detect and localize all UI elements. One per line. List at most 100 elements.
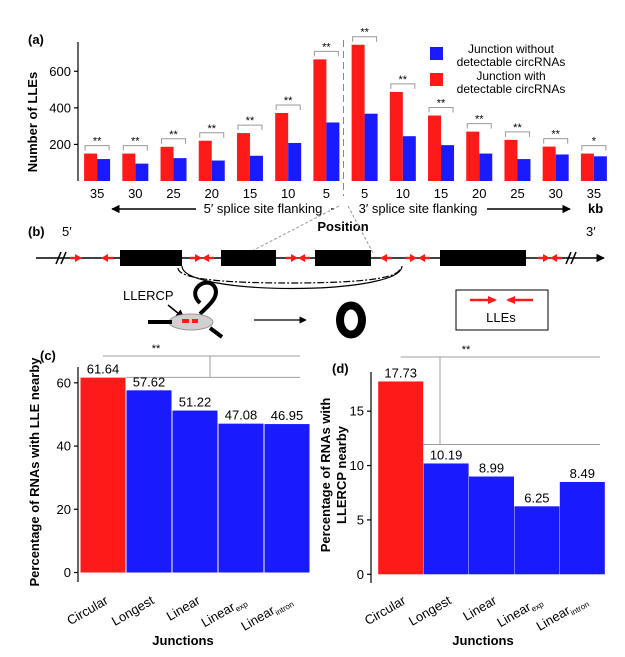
panel-d-y-axis: 0 5 10 15 <box>350 372 372 583</box>
bar-with-circrna <box>428 115 442 181</box>
panel-a-tag: (a) <box>28 32 44 47</box>
lle-arrowhead-reverse <box>202 254 209 262</box>
significance-bracket <box>84 145 110 151</box>
panel-c-tag: (c) <box>40 348 56 363</box>
panel-a-x-tick-label: 30 <box>548 186 562 201</box>
panel-c-y-axis: 0 20 40 60 <box>57 367 79 582</box>
panel-d-y-axis-label-line1: Percentage of RNAs with <box>318 398 333 553</box>
c-bar <box>264 424 310 573</box>
c-bar-value-label: 46.95 <box>271 408 304 423</box>
panel-c-x-axis-label: Junctions <box>152 633 213 648</box>
llercp-label: LLERCP <box>123 288 174 303</box>
d-bar <box>559 481 605 575</box>
hairpin-loop-icon <box>193 280 218 316</box>
c-y-tick-label: 60 <box>57 375 71 390</box>
significance-mark: ** <box>437 98 446 110</box>
panel-a-x-tick-label: 15 <box>434 186 448 201</box>
bar-with-circrna <box>504 139 518 181</box>
lle-key-arrowhead-left <box>506 296 515 304</box>
significance-mark: ** <box>475 114 484 126</box>
backbone-break-right <box>565 251 577 265</box>
d-bar <box>378 381 424 575</box>
panel-a-unit-label: kb <box>588 201 603 216</box>
lle-arrowhead-reverse <box>380 254 387 262</box>
panel-d-bars: 17.73 10.19 8.99 6.25 8.49 <box>378 365 605 575</box>
significance-mark: ** <box>284 95 293 107</box>
c-bar <box>126 390 172 573</box>
panel-a-x-tick-label: 5 <box>361 186 368 201</box>
c-sig-mark: ** <box>152 343 161 355</box>
d-bar-value-label: 8.99 <box>479 461 504 476</box>
panel-b-diagram: (b) 5′ 3′ LLERCP <box>28 205 605 339</box>
d-bar <box>469 476 514 575</box>
panel-a-left-label-bg <box>196 201 331 216</box>
panel-a-left-flank-label: 5′ splice site flanking <box>204 201 323 216</box>
bar-with-circrna <box>580 153 594 181</box>
c-x-tick-label: Longest <box>109 592 157 628</box>
lle-key-box <box>455 289 549 331</box>
legend-label-with-line2: detectable circRNAs <box>457 82 566 96</box>
significance-mark: ** <box>207 123 216 135</box>
d-sig-mark: ** <box>462 344 471 356</box>
panel-a-x-axis-label: Position <box>317 219 368 234</box>
significance-bracket <box>122 145 148 151</box>
panel-a-y-axis-label: Number of LLEs <box>25 72 40 172</box>
c-bar-value-label: 47.08 <box>225 408 258 423</box>
lle-arrowhead-forward <box>75 254 82 262</box>
exon-4 <box>440 250 526 266</box>
c-bar-value-label: 61.64 <box>87 362 120 377</box>
significance-bracket <box>543 138 569 144</box>
bar-with-circrna <box>84 153 98 181</box>
bar-without-circrna <box>441 145 455 181</box>
c-bar-value-label: 57.62 <box>133 374 166 389</box>
panel-a-right-label-bg <box>349 201 487 216</box>
backbone-break-left <box>55 251 67 265</box>
panel-a-x-tick-label: 10 <box>396 186 410 201</box>
bar-without-circrna <box>249 155 263 181</box>
panel-a-x-ticks: 35 30 25 20 15 10 5 5 10 15 20 25 30 35 <box>90 186 601 201</box>
significance-mark: ** <box>399 74 408 86</box>
bar-without-circrna <box>593 156 607 181</box>
significance-bracket <box>466 123 492 129</box>
d-bar-value-label: 17.73 <box>384 365 417 380</box>
panel-a-x-tick-label: 30 <box>128 186 142 201</box>
panel-b-tag: (b) <box>28 224 45 239</box>
panel-a-x-tick-label: 35 <box>587 186 601 201</box>
d-bar <box>423 463 469 575</box>
bar-without-circrna <box>173 158 187 181</box>
lle-arrowhead-reverse <box>550 254 557 262</box>
significance-bracket <box>352 36 378 42</box>
legend-label-without-line1: Junction without <box>468 42 555 56</box>
bar-without-circrna <box>326 122 340 181</box>
bar-with-circrna <box>389 91 403 181</box>
significance-mark: ** <box>551 129 560 141</box>
zoom-line-right <box>347 205 374 254</box>
five-prime-label: 5′ <box>62 224 72 239</box>
bar-without-circrna <box>288 142 302 181</box>
bar-with-circrna <box>275 112 289 181</box>
lle-arrowhead-forward <box>291 254 298 262</box>
significance-bracket <box>199 132 225 138</box>
bar-without-circrna <box>211 160 225 181</box>
bar-without-circrna <box>97 159 111 181</box>
significance-bracket <box>581 145 607 151</box>
c-bar <box>172 410 218 573</box>
significance-mark: ** <box>513 122 522 134</box>
panel-a-significance: ** ************************* <box>84 27 607 151</box>
bar-with-circrna <box>542 146 556 181</box>
pairing-loop-outer <box>181 265 403 290</box>
d-bar-value-label: 6.25 <box>524 490 549 505</box>
significance-mark: * <box>592 136 597 148</box>
hairpin-red-mark-2 <box>192 319 198 323</box>
panel-a-x-tick-label: 20 <box>472 186 486 201</box>
bar-with-circrna <box>351 44 365 181</box>
d-x-tick-label: Circular <box>362 592 409 628</box>
significance-bracket <box>313 50 339 57</box>
bar-with-circrna <box>198 140 212 181</box>
legend-label-with-line1: Junction with <box>476 69 545 83</box>
panel-d-significance: ** <box>400 344 600 445</box>
